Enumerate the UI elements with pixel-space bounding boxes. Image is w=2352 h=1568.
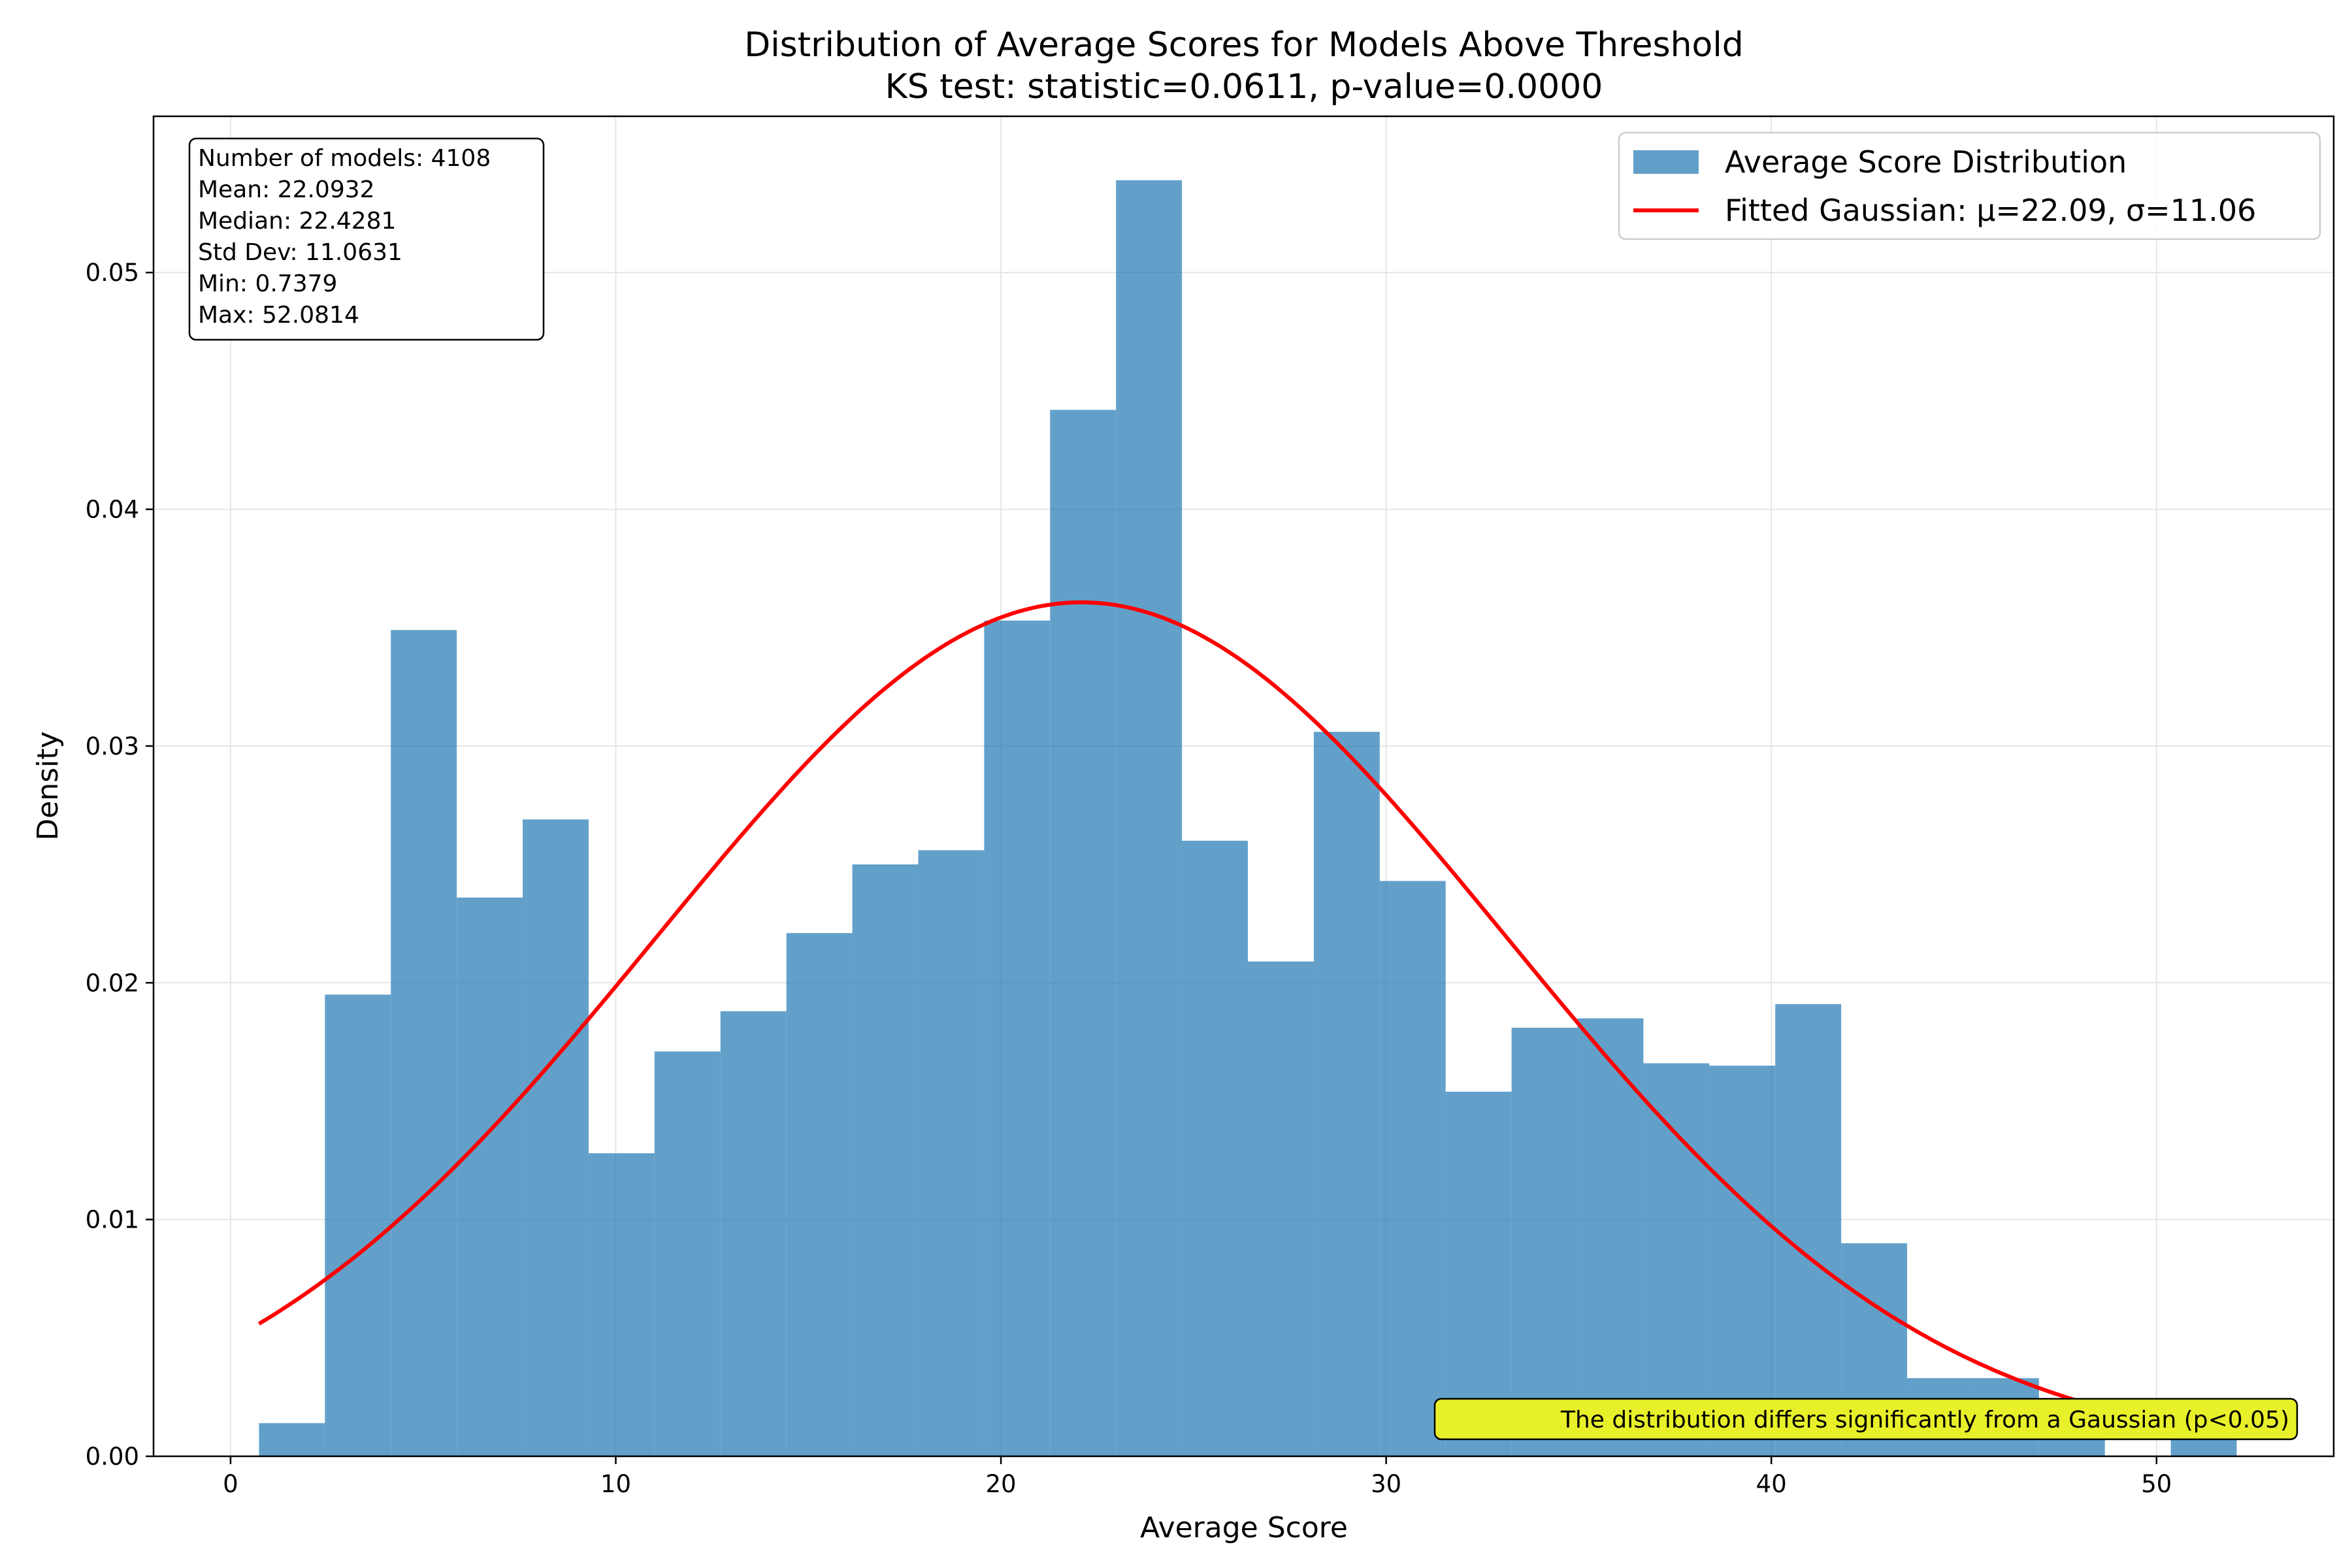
legend: Average Score Distribution Fitted Gaussi…	[1618, 131, 2321, 240]
stats-line-min: Min: 0.7379	[198, 270, 337, 297]
histogram-bar	[720, 1011, 787, 1456]
legend-label-gaussian: Fitted Gaussian: μ=22.09, σ=11.06	[1725, 193, 2256, 228]
plot-frame	[152, 115, 2335, 1458]
gaussian-curve-line	[257, 600, 2237, 1437]
axis-ticks: 0 10 20 30 40 50 0.00 0.01 0.02 0.03 0.04 0.05	[86, 259, 2172, 1498]
significance-note-box	[1433, 1397, 2298, 1441]
histogram-bar	[654, 1051, 721, 1456]
chart-title: Distribution of Average Scores for Model…	[744, 25, 1744, 65]
y-tick-label: 0.02	[86, 969, 139, 997]
y-tick-label: 0.03	[86, 732, 139, 760]
histogram-bar	[457, 897, 523, 1456]
x-tick-label: 30	[1371, 1470, 1401, 1498]
gaussian-curve	[257, 600, 2237, 1437]
y-tick-label: 0.00	[86, 1443, 139, 1471]
stats-line-mean: Mean: 22.0932	[198, 176, 375, 203]
legend-frame	[1618, 131, 2321, 240]
histogram-bar	[588, 1153, 655, 1456]
histogram-bars	[259, 180, 2237, 1457]
histogram-bar	[523, 819, 589, 1456]
histogram-bar	[984, 620, 1051, 1456]
histogram-bar	[1643, 1063, 1710, 1456]
legend-label-histogram: Average Score Distribution	[1725, 144, 2127, 180]
x-tick-label: 50	[2141, 1470, 2172, 1498]
histogram-bar	[786, 933, 853, 1456]
legend-swatch-histogram	[1633, 150, 1699, 174]
histogram-bar	[1116, 180, 1183, 1456]
x-tick-label: 20	[986, 1470, 1017, 1498]
x-tick-label: 0	[223, 1470, 238, 1498]
significance-note: The distribution differs significantly f…	[1433, 1397, 2298, 1441]
x-axis-label: Average Score	[1140, 1511, 1348, 1544]
significance-note-text: The distribution differs significantly f…	[1560, 1407, 2289, 1433]
stats-line-count: Number of models: 4108	[198, 145, 491, 172]
histogram-bar	[1709, 1066, 1776, 1456]
x-tick-label: 40	[1756, 1470, 1787, 1498]
histogram-bar	[1247, 961, 1314, 1456]
x-tick-label: 10	[600, 1470, 631, 1498]
histogram-bar	[1313, 732, 1380, 1456]
stats-line-max: Max: 52.0814	[198, 302, 359, 329]
stats-line-std: Std Dev: 11.0631	[198, 239, 402, 266]
histogram-bar	[918, 850, 985, 1456]
histogram-bar	[391, 630, 457, 1457]
y-tick-label: 0.05	[86, 259, 139, 287]
histogram-bar	[1182, 840, 1248, 1456]
histogram-bar	[852, 864, 919, 1456]
stats-line-median: Median: 22.4281	[198, 208, 396, 235]
histogram-bar	[259, 1423, 325, 1456]
histogram-bar	[1050, 410, 1117, 1456]
histogram-bar	[1379, 881, 1446, 1456]
stats-box-frame	[188, 137, 545, 341]
y-tick-label: 0.01	[86, 1206, 139, 1234]
chart-subtitle: KS test: statistic=0.0611, p-value=0.000…	[885, 67, 1603, 106]
stats-box: Number of models: 4108 Mean: 22.0932 Med…	[188, 137, 545, 341]
y-tick-label: 0.04	[86, 496, 139, 524]
histogram-bar	[1511, 1028, 1578, 1456]
histogram-bar	[1445, 1091, 1512, 1456]
histogram-bar	[1775, 1004, 1842, 1456]
histogram-bar	[1577, 1018, 1644, 1456]
histogram-bar	[325, 994, 391, 1456]
y-axis-label: Density	[31, 731, 65, 840]
